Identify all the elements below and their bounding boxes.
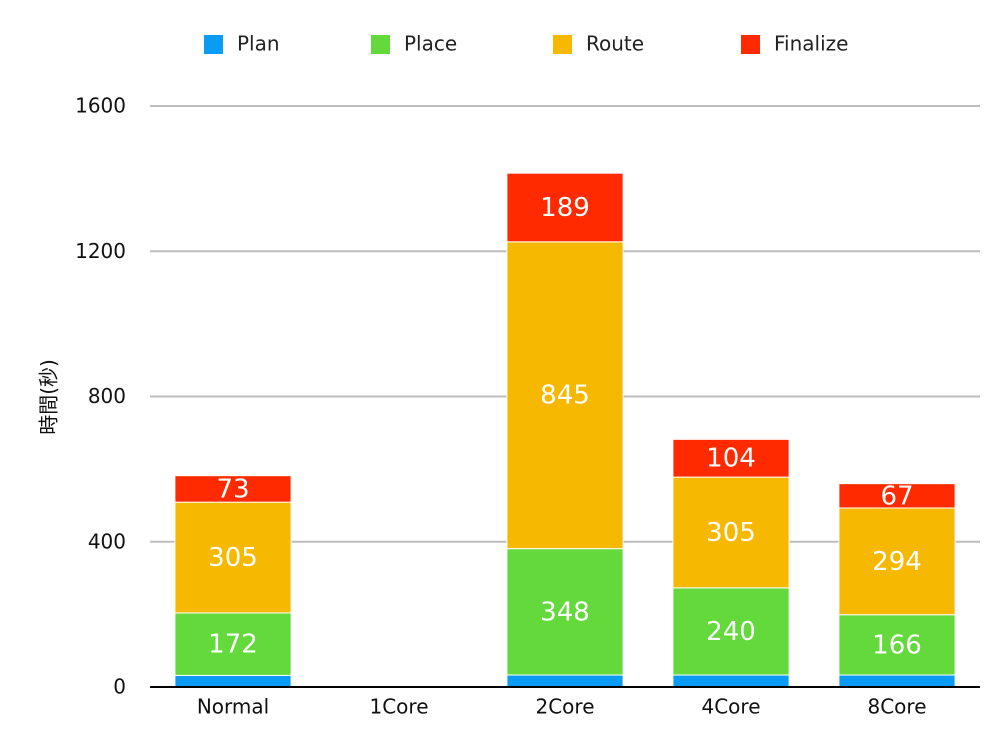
legend-label-plan: Plan — [237, 32, 280, 56]
bar-segment-plan — [672, 674, 790, 688]
legend-swatch-finalize — [741, 35, 760, 54]
x-tick-label: 8Core — [867, 695, 926, 719]
y-tick-label: 1600 — [75, 94, 126, 118]
y-axis-ticks: 0 400 800 1200 1600 — [75, 94, 126, 699]
y-tick-label: 0 — [113, 675, 126, 699]
x-tick-label: 1Core — [369, 695, 428, 719]
bar-segment-place — [506, 548, 624, 676]
data-label: 67 — [880, 481, 913, 511]
legend-swatch-route — [553, 35, 572, 54]
x-tick-label: 2Core — [535, 695, 594, 719]
bar-segment-finalize — [506, 172, 624, 243]
data-label: 73 — [216, 474, 249, 504]
bar-segment-plan — [174, 674, 292, 688]
legend-label-route: Route — [586, 32, 644, 56]
bar-segment-route — [174, 501, 292, 614]
data-label: 845 — [540, 381, 590, 411]
bar-segment-finalize — [838, 483, 956, 509]
bar-segment-route — [506, 241, 624, 550]
data-label: 305 — [706, 518, 756, 548]
legend-swatch-place — [371, 35, 390, 54]
legend-label-finalize: Finalize — [774, 32, 848, 56]
data-label: 172 — [208, 630, 258, 660]
y-tick-label: 1200 — [75, 239, 126, 263]
legend-swatch-plan — [204, 35, 223, 54]
bar-segment-plan — [506, 674, 624, 688]
data-label: 294 — [872, 547, 922, 577]
data-label: 240 — [706, 617, 756, 647]
y-tick-label: 800 — [88, 384, 126, 408]
data-label: 305 — [208, 543, 258, 573]
y-axis-title: 時間(秒) — [37, 359, 61, 435]
bar-segment-place — [672, 587, 790, 676]
data-label: 189 — [540, 193, 590, 223]
x-axis-ticks: Normal 1Core 2Core 4Core 8Core — [197, 695, 927, 719]
data-label: 166 — [872, 630, 922, 660]
bar-segment-place — [174, 612, 292, 676]
x-tick-label: Normal — [197, 695, 269, 719]
y-tick-label: 400 — [88, 529, 126, 553]
x-tick-label: 4Core — [701, 695, 760, 719]
bars: 172 305 73 348 845 189 240 305 104 166 294 67 — [150, 172, 980, 688]
data-label: 104 — [706, 444, 756, 474]
bar-segment-finalize — [174, 475, 292, 503]
bar-segment-route — [672, 476, 790, 589]
bar-segment-finalize — [672, 438, 790, 478]
bar-segment-place — [838, 614, 956, 676]
bar-segment-route — [838, 507, 956, 616]
bar-segment-plan — [838, 674, 956, 688]
legend: Plan Place Route Finalize — [204, 32, 848, 56]
data-label: 348 — [540, 597, 590, 627]
legend-label-place: Place — [404, 32, 457, 56]
